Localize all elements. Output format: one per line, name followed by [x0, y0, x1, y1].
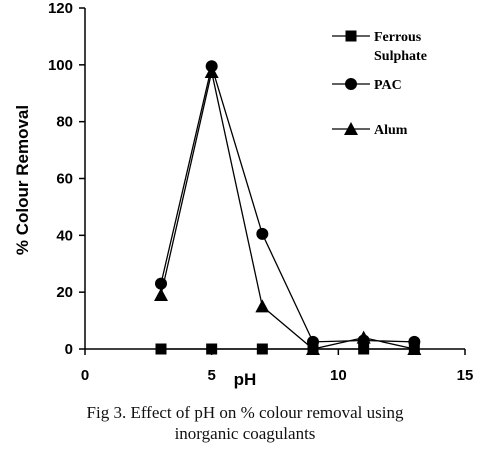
series-pac — [155, 60, 421, 348]
series-layer — [154, 60, 422, 355]
data-point-pac — [256, 227, 269, 240]
legend-marker-ferrous-sulphate — [345, 30, 357, 42]
legend: Ferrous Sulphate PAC Alum — [332, 30, 427, 138]
caption-line-1: Fig 3. Effect of pH on % colour removal … — [86, 403, 404, 422]
x-tick-label: 0 — [81, 367, 89, 384]
data-point-alum — [204, 64, 219, 78]
legend-label-line: Alum — [374, 123, 408, 138]
data-point-alum — [306, 342, 320, 355]
legend-entry-pac: PAC — [332, 78, 402, 93]
data-point-alum — [356, 330, 371, 344]
series-alum — [154, 64, 422, 355]
series-line-alum — [160, 71, 415, 350]
x-axis-label: pH — [234, 370, 257, 389]
y-axis-label: % Colour Removal — [13, 105, 32, 255]
y-tick-label: 60 — [56, 171, 73, 188]
data-point-pac — [408, 335, 421, 348]
y-tick-label: 100 — [48, 57, 73, 74]
data-point-ferrous-sulphate — [256, 343, 268, 355]
legend-label-pac: PAC — [374, 78, 402, 93]
axes: 0 20 40 60 80 100 120 0 5 10 15 — [48, 0, 473, 384]
legend-label-line: PAC — [374, 78, 402, 93]
data-point-ferrous-sulphate — [206, 343, 218, 355]
y-tick-label: 20 — [56, 284, 73, 301]
y-tick-label: 120 — [48, 0, 73, 17]
legend-marker-pac — [345, 78, 357, 90]
y-tick-label: 0 — [65, 341, 73, 358]
legend-label-line: Sulphate — [374, 49, 427, 64]
chart: 0 20 40 60 80 100 120 0 5 10 15 Ferrous Sulphate PAC… — [13, 0, 473, 389]
legend-entry-ferrous-sulphate: Ferrous Sulphate — [332, 30, 427, 64]
data-point-alum — [255, 299, 270, 313]
data-point-alum — [154, 288, 168, 302]
series-ferrous-sulphate — [155, 343, 420, 355]
x-tick-label: 10 — [330, 367, 347, 384]
x-tick-label: 15 — [457, 367, 474, 384]
legend-entry-alum: Alum — [332, 122, 408, 138]
data-point-alum — [407, 342, 422, 355]
legend-label-alum: Alum — [374, 123, 408, 138]
caption-line-2: inorganic coagulants — [174, 424, 316, 443]
legend-label-ferrous-sulphate: Ferrous Sulphate — [374, 30, 427, 64]
y-tick-label: 40 — [56, 227, 73, 244]
series-line-pac — [160, 63, 415, 343]
y-tick-label: 80 — [56, 114, 73, 131]
figure-caption: Fig 3. Effect of pH on % colour removal … — [0, 402, 490, 444]
legend-label-line: Ferrous — [374, 30, 422, 45]
legend-marker-alum — [344, 122, 358, 135]
x-tick-label: 5 — [207, 367, 215, 384]
data-point-pac — [307, 335, 319, 348]
data-point-ferrous-sulphate — [155, 343, 167, 355]
data-point-ferrous-sulphate — [358, 343, 370, 355]
